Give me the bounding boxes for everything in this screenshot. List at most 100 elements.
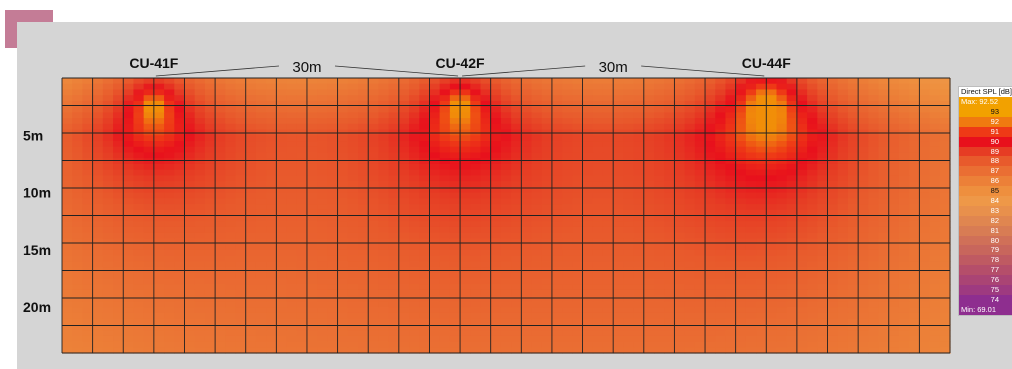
heat-cell — [133, 118, 145, 125]
heat-cell — [378, 106, 390, 113]
heat-cell — [184, 118, 196, 125]
heat-cell — [756, 284, 767, 291]
heat-cell — [684, 272, 696, 280]
heat-cell — [817, 238, 829, 245]
heat-cell — [102, 244, 114, 251]
heat-cell — [72, 335, 84, 343]
heat-cell — [898, 307, 910, 314]
heat-cell — [776, 118, 788, 125]
heat-cell — [725, 78, 737, 85]
heat-cell — [215, 141, 226, 148]
heat-cell — [429, 198, 441, 205]
heat-cell — [327, 198, 339, 205]
heat-cell — [184, 95, 196, 102]
heat-cell — [164, 89, 175, 96]
heat-cell — [449, 272, 461, 280]
heat-cell — [480, 318, 492, 325]
heat-cell — [174, 181, 186, 188]
heat-cell — [929, 232, 941, 240]
heat-cell — [82, 341, 94, 348]
heat-cell — [939, 289, 951, 297]
heat-cell — [847, 163, 859, 171]
heat-cell — [255, 106, 267, 113]
heat-cell — [623, 278, 635, 285]
heat-cell — [286, 186, 298, 194]
heat-cell — [643, 181, 655, 188]
heat-cell — [582, 83, 594, 91]
heat-cell — [511, 192, 522, 199]
heat-cell — [705, 335, 716, 343]
heat-cell — [266, 123, 277, 131]
heat-cell — [164, 301, 175, 308]
heat-cell — [847, 118, 859, 125]
heat-cell — [807, 112, 818, 119]
heat-cell — [572, 215, 584, 222]
heat-cell — [735, 335, 747, 343]
heat-cell — [449, 284, 461, 291]
heat-cell — [837, 100, 849, 108]
heat-cell — [531, 238, 543, 245]
heat-cell — [674, 312, 686, 320]
heat-cell — [776, 238, 788, 245]
heat-cell — [796, 226, 808, 234]
heat-cell — [684, 324, 696, 331]
heat-cell — [521, 278, 533, 285]
heat-cell — [541, 89, 553, 96]
heat-cell — [439, 255, 451, 262]
heat-cell — [633, 249, 645, 257]
heat-cell — [358, 78, 369, 85]
heat-cell — [480, 278, 492, 285]
heat-cell — [511, 341, 522, 348]
heat-cell — [705, 192, 716, 199]
heat-cell — [429, 100, 441, 108]
heat-cell — [796, 249, 808, 257]
heat-cell — [82, 198, 94, 205]
heat-cell — [92, 215, 104, 222]
heat-cell — [439, 330, 451, 337]
heat-cell — [194, 244, 206, 251]
heat-cell — [164, 318, 175, 325]
heat-cell — [888, 232, 900, 240]
heat-cell — [102, 141, 114, 148]
heat-cell — [480, 301, 492, 308]
heat-cell — [715, 106, 727, 113]
heat-cell — [684, 289, 696, 297]
heat-cell — [909, 198, 920, 205]
heat-cell — [929, 175, 941, 182]
heat-cell — [327, 318, 339, 325]
heat-cell — [511, 284, 522, 291]
heat-cell — [72, 215, 84, 222]
heat-cell — [92, 335, 104, 343]
heat-cell — [909, 244, 920, 251]
heat-cell — [72, 192, 84, 199]
heat-cell — [174, 261, 186, 268]
heat-cell — [92, 284, 104, 291]
heat-cell — [725, 295, 737, 303]
heat-cell — [327, 244, 339, 251]
heat-cell — [684, 284, 696, 291]
heat-cell — [245, 175, 257, 182]
heat-cell — [123, 186, 135, 194]
heat-cell — [643, 272, 655, 280]
heat-cell — [378, 255, 390, 262]
heat-cell — [511, 198, 522, 205]
heat-cell — [164, 175, 175, 182]
heat-cell — [500, 324, 512, 331]
heat-cell — [490, 89, 502, 96]
heat-cell — [858, 215, 869, 222]
heat-cell — [654, 232, 665, 240]
heat-cell — [429, 186, 441, 194]
heat-cell — [562, 152, 573, 159]
heat-cell — [786, 249, 798, 257]
heat-cell — [409, 278, 420, 285]
heat-cell — [204, 141, 216, 148]
heat-cell — [337, 341, 349, 348]
heat-cell — [643, 135, 655, 142]
heat-cell — [266, 244, 277, 251]
heat-cell — [184, 181, 196, 188]
heat-cell — [72, 318, 84, 325]
heat-cell — [133, 215, 145, 222]
heat-cell — [827, 238, 839, 245]
heat-cell — [500, 261, 512, 268]
heat-cell — [664, 204, 676, 211]
